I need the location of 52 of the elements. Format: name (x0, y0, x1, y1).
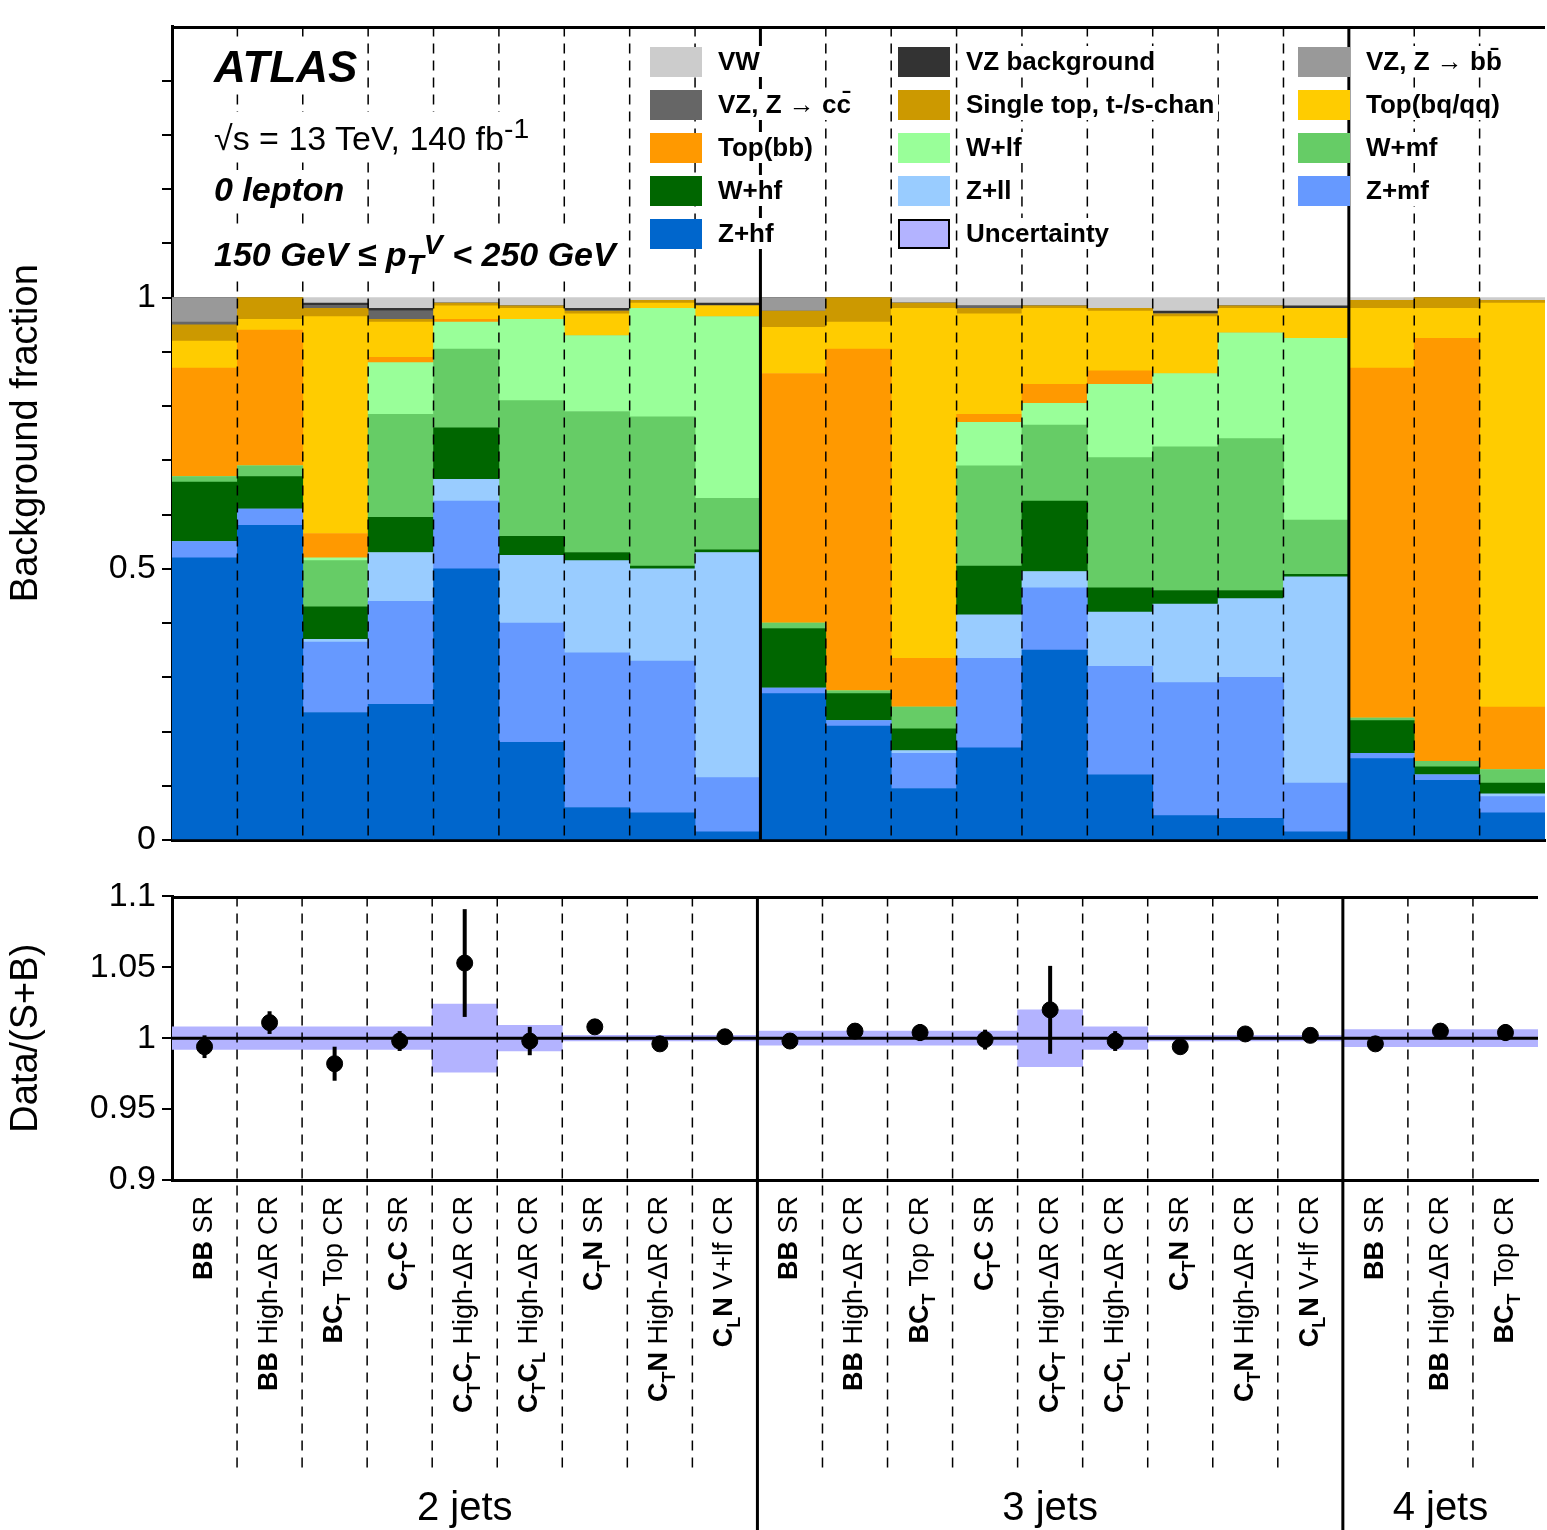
x-tick-label: CLN V+lf CR (708, 1196, 744, 1348)
legend-label: Top(bb) (714, 132, 817, 163)
y-tick-label: 1 (137, 275, 156, 314)
y-tick-label: 1.05 (89, 945, 156, 984)
y-tick-label: 1.1 (108, 874, 156, 913)
text: 3 jets (1002, 1484, 1098, 1528)
y-axis-title: Background fraction (3, 264, 46, 603)
text: 2 jets (416, 1484, 513, 1528)
y-tick-label: 0.5 (108, 547, 156, 586)
legend-label: Z+ll (962, 175, 1016, 206)
x-tick-label: CTN High-ΔR CR (643, 1195, 679, 1403)
x-tick-label: CLN V+lf CR (1293, 1196, 1330, 1348)
legend-label: W+mf (1362, 132, 1442, 163)
legend-label: Uncertainty (962, 218, 1114, 249)
x-tick-label: BB SR (187, 1195, 218, 1281)
y-tick-label: 0.95 (89, 1087, 156, 1126)
legend-label: Z+mf (1362, 175, 1433, 206)
x-tick-label: CTN SR (578, 1195, 614, 1291)
text: 4 jets (1392, 1484, 1489, 1528)
legend-label: Top(bq/qq) (1362, 89, 1504, 120)
legend-label: W+lf (962, 132, 1026, 163)
x-tick-label: BCT Top CR (1488, 1196, 1525, 1344)
x-tick-label: CTC SR (383, 1195, 419, 1291)
x-tick-label: CTN SR (1163, 1195, 1200, 1291)
x-tick-label: BB SR (1358, 1195, 1389, 1281)
y-axis-title: Data/(S+B) (3, 943, 46, 1133)
chart-title: ATLAS (210, 42, 362, 92)
x-tick-label: BB SR (773, 1195, 804, 1281)
x-tick-label: BB High-ΔR CR (1423, 1195, 1454, 1392)
x-tick-label: CTCL High-ΔR CR (1098, 1195, 1135, 1414)
x-tick-label: BB High-ΔR CR (253, 1195, 284, 1392)
legend-label: VZ, Z → cc̄ (714, 89, 855, 120)
x-tick-label: CTC SR (968, 1195, 1005, 1291)
x-tick-label: BB High-ΔR CR (838, 1195, 869, 1392)
legend-label: VZ, Z → bb̄ (1362, 46, 1506, 77)
legend-label: W+hf (714, 175, 787, 206)
annotation: √s = 13 TeV, 140 fb$^{-1}$ (210, 112, 534, 159)
legend-label: Z+hf (714, 218, 778, 249)
legend-label: Single top, t-/s-chan (962, 89, 1219, 120)
x-tick-label: CTCT High-ΔR CR (448, 1195, 484, 1414)
legend-label: VW (714, 46, 764, 77)
x-tick-label: CTCL High-ΔR CR (513, 1195, 549, 1414)
x-tick-label: CTN High-ΔR CR (1228, 1195, 1265, 1403)
x-tick-label: BCT Top CR (903, 1196, 940, 1344)
y-tick-label: 0.9 (108, 1158, 156, 1197)
legend-label: VZ background (962, 46, 1160, 77)
annotation: 150 GeV ≤ p$_{T}$$^{V}$ < 250 GeV (210, 228, 620, 282)
x-tick-label: CTCT High-ΔR CR (1033, 1195, 1070, 1414)
x-tick-label: BCT Top CR (318, 1196, 354, 1344)
y-tick-label: 0 (137, 818, 156, 857)
y-tick-label: 1 (137, 1016, 156, 1055)
annotation: 0 lepton (210, 170, 349, 209)
